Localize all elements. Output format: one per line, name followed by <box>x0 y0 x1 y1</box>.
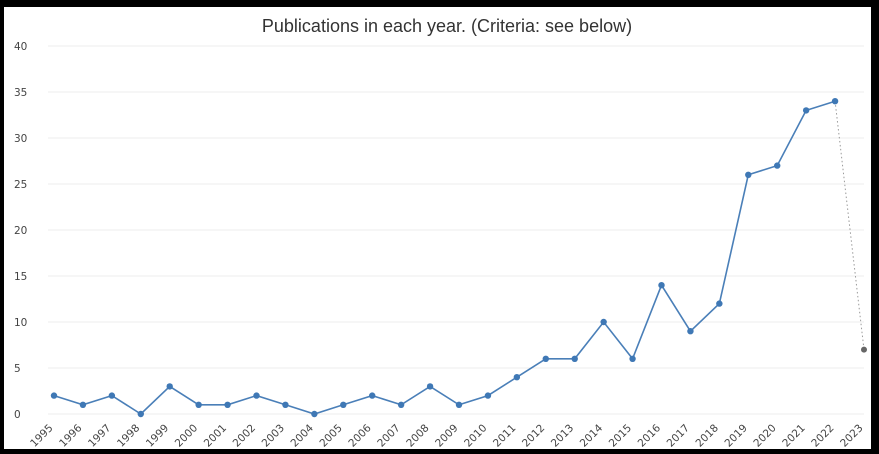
x-tick-label: 2003 <box>260 422 287 449</box>
x-tick-label: 1996 <box>57 422 85 450</box>
data-point-2017 <box>687 328 694 335</box>
x-tick-label: 2016 <box>636 422 664 450</box>
data-point-2015 <box>629 355 636 362</box>
x-tick-label: 2023 <box>838 422 865 449</box>
x-tick-label: 2018 <box>694 422 721 449</box>
data-point-1995 <box>50 392 58 399</box>
y-tick-label: 25 <box>14 179 27 191</box>
x-tick-label: 2017 <box>665 422 692 449</box>
x-tick-label: 2014 <box>578 422 606 450</box>
data-point-2008 <box>426 383 434 390</box>
x-tick-label: 2010 <box>462 422 489 449</box>
x-tick-label: 1997 <box>86 422 113 449</box>
data-point-1998 <box>137 410 144 418</box>
data-point-2020 <box>774 162 781 169</box>
data-point-1999 <box>166 383 173 390</box>
data-point-2002 <box>253 392 260 399</box>
data-point-2001 <box>224 401 231 408</box>
data-point-2018 <box>716 300 723 307</box>
data-point-2022 <box>831 98 839 105</box>
data-point-2019 <box>745 171 752 178</box>
x-tick-label: 2000 <box>173 422 200 449</box>
x-tick-label: 2009 <box>433 422 460 449</box>
y-tick-label: 10 <box>14 317 27 329</box>
x-tick-label: 1999 <box>144 422 171 449</box>
x-tick-label: 2007 <box>375 422 402 449</box>
data-point-2021 <box>802 107 810 114</box>
x-tick-label: 1998 <box>115 422 142 449</box>
data-point-2009 <box>455 401 463 408</box>
data-point-2006 <box>369 392 376 399</box>
x-tick-label: 2004 <box>289 422 317 450</box>
x-tick-label: 2002 <box>231 422 258 449</box>
x-tick-label: 2022 <box>809 422 836 449</box>
data-point-2011 <box>513 374 521 381</box>
chart-title: Publications in each year. (Criteria: se… <box>262 16 632 36</box>
projected-point-2023 <box>861 346 867 353</box>
y-tick-label: 0 <box>14 409 21 421</box>
data-point-2004 <box>311 410 318 418</box>
data-point-2005 <box>340 401 347 408</box>
data-point-2012 <box>542 355 549 362</box>
data-point-2000 <box>195 401 202 408</box>
x-tick-label: 2006 <box>346 422 374 450</box>
data-point-2007 <box>397 401 405 408</box>
x-tick-label: 2001 <box>202 422 229 449</box>
data-point-2016 <box>658 282 665 289</box>
data-point-1996 <box>79 401 87 408</box>
projection-line <box>834 101 865 350</box>
x-tick-label: 2013 <box>549 422 576 449</box>
x-tick-label: 2019 <box>722 422 749 449</box>
y-tick-label: 20 <box>14 225 27 237</box>
x-axis: 1995 1996 1997 1998 1999 2000 2001 2002 2003 2004… <box>28 422 865 450</box>
x-tick-label: 2008 <box>404 422 431 449</box>
plot-area <box>50 98 867 418</box>
data-point-2013 <box>571 355 578 362</box>
x-tick-label: 2011 <box>491 422 518 449</box>
data-point-1997 <box>108 392 116 399</box>
x-tick-label: 2020 <box>751 422 778 449</box>
x-tick-label: 2005 <box>317 422 344 449</box>
y-tick-label: 15 <box>14 271 27 283</box>
x-tick-label: 2012 <box>520 422 547 449</box>
y-axis: 0 5 10 15 20 25 30 35 40 <box>14 41 27 421</box>
data-point-2010 <box>484 392 492 399</box>
x-tick-label: 2015 <box>607 422 634 449</box>
data-point-2014 <box>600 318 607 326</box>
grid-lines <box>48 45 864 415</box>
y-tick-label: 5 <box>14 363 21 375</box>
x-tick-label: 2021 <box>780 422 807 449</box>
data-point-2003 <box>282 401 289 408</box>
y-tick-label: 30 <box>14 133 27 145</box>
y-tick-label: 35 <box>14 87 27 99</box>
series-line <box>53 100 836 416</box>
y-tick-label: 40 <box>14 41 27 53</box>
x-tick-label: 1995 <box>28 422 55 449</box>
